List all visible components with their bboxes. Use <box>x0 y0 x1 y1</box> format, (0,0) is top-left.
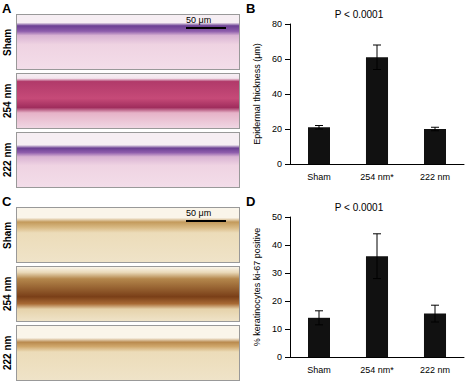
svg-text:222 nm: 222 nm <box>420 172 450 182</box>
svg-text:40: 40 <box>272 89 282 99</box>
html-text:254 nm: 254 nm <box>2 276 13 312</box>
svg-text:80: 80 <box>272 19 282 29</box>
svg-text:0: 0 <box>277 159 282 169</box>
svg-text:Epidermal thickness (μm): Epidermal thickness (μm) <box>252 43 262 145</box>
svg-text:60: 60 <box>272 54 282 64</box>
svg-text:Sham: Sham <box>307 365 331 375</box>
svg-text:40: 40 <box>272 240 282 250</box>
html-text:254 nm: 254 nm <box>2 83 13 119</box>
svg-text:254 nm*: 254 nm* <box>360 172 394 182</box>
svg-text:% keratinocytes ki-67 positive: % keratinocytes ki-67 positive <box>252 228 262 347</box>
svg-text:222 nm: 222 nm <box>420 365 450 375</box>
svg-text:30: 30 <box>272 268 282 278</box>
html-text:B: B <box>246 1 256 16</box>
svg-text:20: 20 <box>272 124 282 134</box>
svg-text:P < 0.0001: P < 0.0001 <box>335 9 384 20</box>
svg-text:P < 0.0001: P < 0.0001 <box>335 202 384 213</box>
svg-text:254 nm*: 254 nm* <box>360 365 394 375</box>
svg-text:50: 50 <box>272 212 282 222</box>
html-text:222 nm: 222 nm <box>2 335 13 371</box>
html-text:A: A <box>2 1 12 16</box>
html-text:50 μm: 50 μm <box>186 15 212 25</box>
svg-text:0: 0 <box>277 352 282 362</box>
svg-text:20: 20 <box>272 296 282 306</box>
html-text:D: D <box>246 194 256 209</box>
svg-text:Sham: Sham <box>307 172 331 182</box>
html-text:222 nm: 222 nm <box>2 142 13 178</box>
html-text:C: C <box>2 194 12 209</box>
html-text:50 μm: 50 μm <box>186 208 212 218</box>
html-text:Sham: Sham <box>2 221 13 249</box>
svg-text:10: 10 <box>272 324 282 334</box>
html-text:Sham: Sham <box>2 28 13 56</box>
